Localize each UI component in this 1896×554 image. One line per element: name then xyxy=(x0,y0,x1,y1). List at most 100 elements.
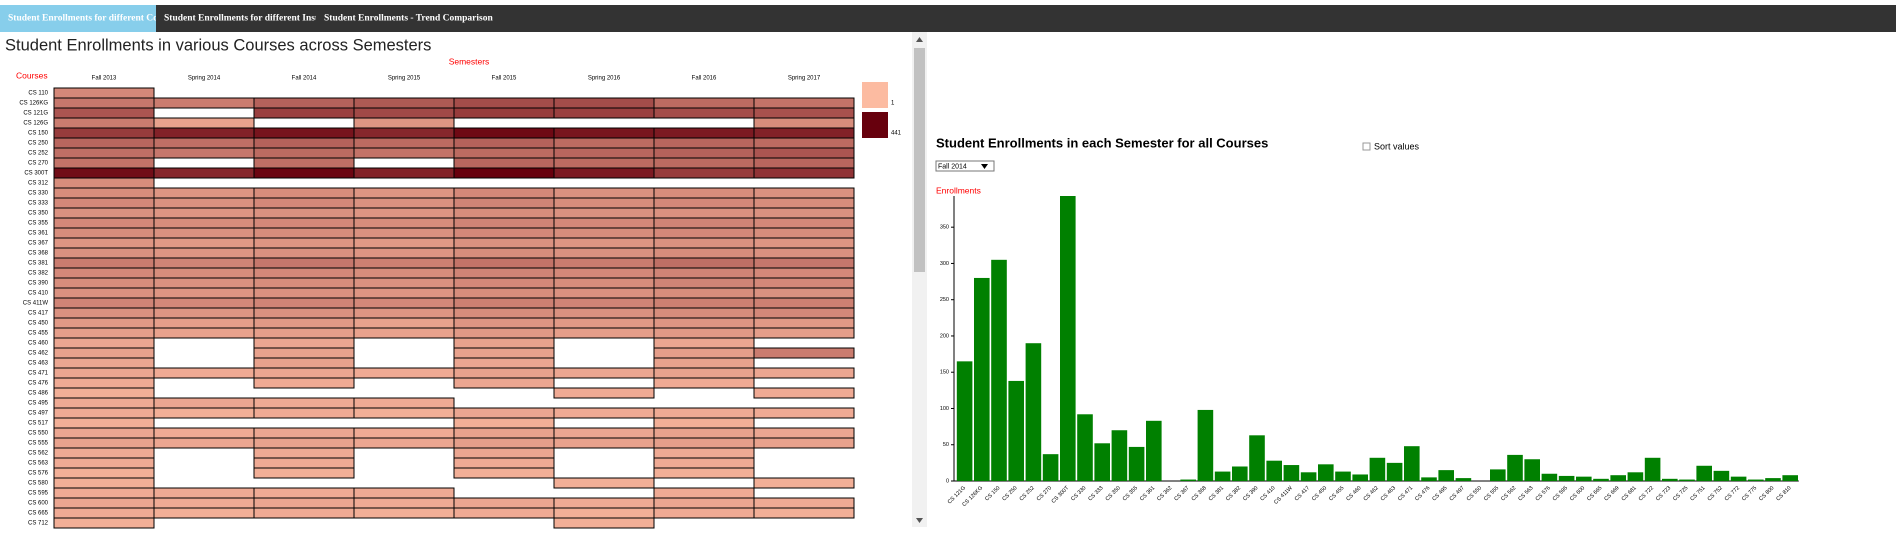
heat-cell xyxy=(253,257,355,269)
row-label: CS 110 xyxy=(28,91,48,97)
semester-select[interactable] xyxy=(935,160,995,172)
heat-cell xyxy=(753,117,855,129)
heat-cell xyxy=(153,327,255,339)
heat-cell xyxy=(153,507,255,519)
heat-cell xyxy=(753,107,855,119)
bar xyxy=(1318,464,1334,481)
heat-cell xyxy=(153,427,255,439)
heat-cell xyxy=(653,197,755,209)
heat-cell xyxy=(553,187,655,199)
x-tick-label: CS 300T xyxy=(1051,485,1071,505)
heat-cell xyxy=(553,507,655,519)
heat-cell xyxy=(753,427,855,439)
bar xyxy=(1782,475,1798,481)
heat-cell xyxy=(753,497,855,509)
heat-cell xyxy=(153,437,255,449)
heat-cell xyxy=(53,257,155,269)
heat-cell xyxy=(653,407,755,419)
bar xyxy=(1765,478,1781,481)
heat-cell xyxy=(653,227,755,239)
heat-cell xyxy=(53,467,155,479)
bar xyxy=(1111,430,1128,481)
x-tick-label: CS 772 xyxy=(1724,485,1741,502)
select-arrow xyxy=(981,164,988,169)
nav-tab-label[interactable]: Student Enrollments - Trend Comparison xyxy=(324,14,493,24)
heat-cell xyxy=(453,277,555,289)
heat-cell xyxy=(153,137,255,149)
row-label: CS 300T xyxy=(24,171,48,177)
bar xyxy=(1180,479,1196,481)
heat-cell xyxy=(753,127,855,139)
heat-cell xyxy=(553,147,655,159)
heat-cell xyxy=(53,227,155,239)
heat-cell xyxy=(353,497,455,509)
y-tick-label: 150 xyxy=(940,370,949,376)
bar xyxy=(1008,380,1024,481)
heat-cell xyxy=(53,357,155,369)
row-label: CS 550 xyxy=(28,431,49,437)
x-tick-label: CS 722 xyxy=(1638,485,1655,502)
heat-cell xyxy=(653,287,755,299)
heat-cell xyxy=(353,97,455,109)
row-label: CS 486 xyxy=(28,391,49,397)
x-tick-label: CS 455 xyxy=(1328,485,1345,502)
heat-cell xyxy=(453,187,555,199)
heat-cell xyxy=(453,457,555,469)
bar xyxy=(1593,478,1609,481)
x-tick-label: CS 665 xyxy=(1586,485,1603,502)
heat-cell xyxy=(453,357,555,369)
heat-cell xyxy=(653,457,755,469)
bar xyxy=(1249,435,1265,481)
semester-select-value[interactable]: Fall 2014 xyxy=(938,163,967,170)
heat-cell xyxy=(453,127,555,139)
heat-cell xyxy=(753,387,855,399)
heat-cell xyxy=(253,237,355,249)
heat-cell xyxy=(653,367,755,379)
y-tick-label: 100 xyxy=(940,406,949,412)
heat-cell xyxy=(553,137,655,149)
heat-cell xyxy=(653,147,755,159)
heat-cell xyxy=(253,427,355,439)
row-label: CS 121G xyxy=(23,111,48,117)
scrollbar-thumb[interactable] xyxy=(914,48,925,272)
bar xyxy=(1146,420,1162,481)
heat-cell xyxy=(653,97,755,109)
heat-cell xyxy=(253,347,355,359)
x-tick-label: CS 361 xyxy=(1139,485,1156,502)
bar xyxy=(1232,466,1248,481)
heat-cell xyxy=(453,467,555,479)
heat-cell xyxy=(53,517,155,529)
scroll-down[interactable] xyxy=(916,518,923,523)
heat-cell xyxy=(753,247,855,259)
x-tick-label: CS 595 xyxy=(1552,485,1569,502)
nav-tab[interactable] xyxy=(156,5,316,32)
nav-tab[interactable] xyxy=(0,5,156,32)
column-label: Fall 2013 xyxy=(92,76,117,82)
heat-cell xyxy=(553,217,655,229)
nav-tab-label[interactable]: Student Enrollments for different Instru… xyxy=(164,14,348,24)
y-tick-label: 250 xyxy=(940,297,949,303)
heat-cell xyxy=(453,317,555,329)
heat-cell xyxy=(53,387,155,399)
bar xyxy=(1610,475,1626,481)
heat-cell xyxy=(553,267,655,279)
heat-cell xyxy=(553,517,655,529)
heat-cell xyxy=(653,107,755,119)
heat-cell xyxy=(53,417,155,429)
nav-tab[interactable] xyxy=(316,5,496,32)
heat-cell xyxy=(53,207,155,219)
x-tick-label: CS 471 xyxy=(1397,485,1414,502)
heat-cell xyxy=(53,327,155,339)
row-label: CS 497 xyxy=(28,411,49,417)
heat-cell xyxy=(453,367,555,379)
heat-cell xyxy=(253,487,355,499)
bar xyxy=(1679,479,1695,481)
heat-cell xyxy=(253,497,355,509)
heat-cell xyxy=(353,167,455,179)
nav-tab-label[interactable]: Student Enrollments for different Course… xyxy=(8,14,179,24)
scroll-up[interactable] xyxy=(916,37,923,42)
heat-cell xyxy=(453,507,555,519)
heat-cell xyxy=(353,147,455,159)
sort-checkbox[interactable] xyxy=(1362,142,1371,151)
heat-cell xyxy=(353,437,455,449)
